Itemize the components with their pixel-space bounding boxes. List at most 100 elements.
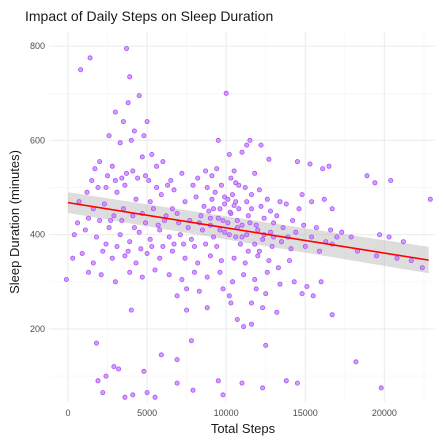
x-tick-label: 0: [65, 408, 70, 418]
data-point: [326, 163, 332, 169]
data-point: [277, 281, 283, 287]
data-point: [130, 392, 136, 398]
data-point: [280, 225, 286, 231]
data-point: [174, 210, 180, 216]
data-point: [144, 119, 150, 125]
data-point: [222, 201, 228, 207]
data-point: [203, 168, 209, 174]
data-point: [264, 196, 270, 202]
data-point: [214, 166, 220, 172]
data-point: [386, 234, 392, 240]
data-point: [124, 170, 130, 176]
data-point: [139, 274, 145, 280]
data-point: [229, 192, 235, 198]
data-point: [283, 378, 289, 384]
y-tick-label: 200: [30, 324, 45, 334]
data-point: [231, 168, 237, 174]
data-point: [127, 74, 133, 80]
data-point: [114, 243, 120, 249]
data-point: [236, 206, 242, 212]
data-point: [260, 385, 266, 391]
data-point: [242, 260, 248, 266]
data-point: [165, 182, 171, 188]
data-point: [135, 175, 141, 181]
x-axis-title: Total Steps: [211, 421, 276, 436]
data-point: [209, 173, 215, 179]
data-point: [111, 213, 117, 219]
data-point: [106, 133, 112, 139]
data-points: [63, 46, 433, 400]
data-point: [377, 232, 383, 238]
data-point: [154, 184, 160, 190]
data-point: [245, 248, 251, 254]
data-point: [353, 359, 359, 365]
data-point: [117, 140, 123, 146]
y-axis-ticks: 200 400 600 800: [30, 41, 45, 334]
data-point: [133, 196, 139, 202]
data-point: [245, 213, 251, 219]
data-point: [79, 250, 85, 256]
data-point: [248, 321, 254, 327]
data-point: [206, 208, 212, 214]
data-point: [252, 276, 258, 282]
data-point: [144, 250, 150, 256]
data-point: [260, 305, 266, 311]
data-point: [109, 255, 115, 261]
data-point: [147, 199, 153, 205]
data-point: [364, 173, 370, 179]
data-point: [260, 236, 266, 242]
data-point: [255, 253, 261, 259]
data-point: [87, 55, 93, 61]
data-point: [307, 161, 313, 167]
data-point: [94, 340, 100, 346]
data-point: [191, 243, 197, 249]
data-point: [244, 199, 250, 205]
data-point: [157, 227, 163, 233]
data-point: [299, 291, 305, 297]
data-point: [171, 187, 177, 193]
data-point: [204, 305, 210, 311]
data-point: [226, 232, 232, 238]
data-point: [242, 184, 248, 190]
data-point: [210, 234, 216, 240]
data-point: [234, 316, 240, 322]
data-point: [204, 184, 210, 190]
data-point: [188, 236, 194, 242]
y-tick-label: 600: [30, 135, 45, 145]
data-point: [112, 109, 118, 115]
data-point: [296, 206, 302, 212]
data-point: [218, 258, 224, 264]
data-point: [131, 128, 137, 134]
data-point: [214, 243, 220, 249]
data-point: [125, 100, 131, 106]
data-point: [277, 199, 283, 205]
data-point: [233, 234, 239, 240]
data-point: [207, 215, 213, 221]
data-point: [101, 201, 107, 207]
data-point: [105, 173, 111, 179]
data-point: [241, 272, 247, 278]
data-point: [229, 279, 235, 285]
data-point: [278, 239, 284, 245]
data-point: [193, 194, 199, 200]
data-point: [149, 151, 155, 157]
data-point: [258, 142, 264, 148]
data-point: [217, 269, 223, 275]
data-point: [248, 192, 254, 198]
data-point: [184, 307, 190, 313]
data-point: [112, 279, 118, 285]
data-point: [111, 364, 117, 370]
y-axis-title: Sleep Duration (minutes): [7, 150, 22, 294]
data-point: [394, 255, 400, 261]
data-point: [103, 184, 109, 190]
data-point: [267, 208, 273, 214]
data-point: [217, 227, 223, 233]
data-point: [155, 222, 161, 228]
data-point: [160, 243, 166, 249]
data-point: [191, 269, 197, 275]
data-point: [253, 286, 259, 292]
data-point: [127, 239, 133, 245]
data-point: [316, 248, 322, 254]
data-point: [290, 217, 296, 223]
